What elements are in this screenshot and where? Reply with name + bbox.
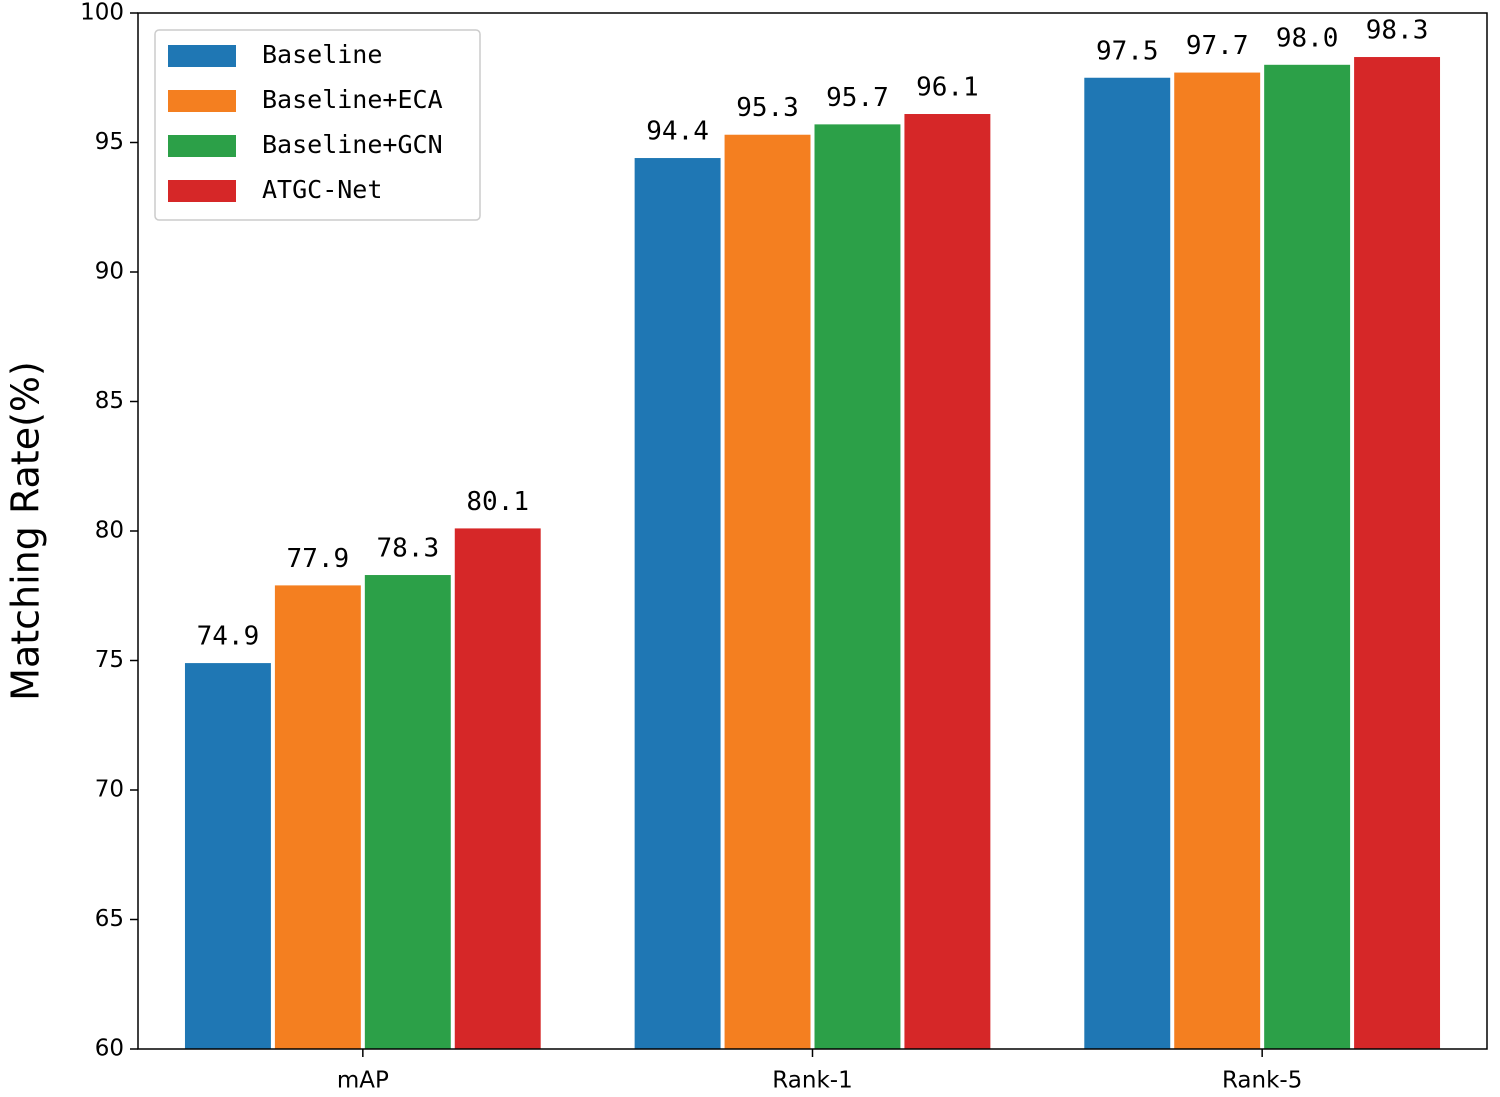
y-tick-label: 60: [95, 1036, 124, 1062]
plot-frame: [137, 12, 1488, 1050]
x-tick-label: Rank-1: [772, 1068, 852, 1094]
value-label: 77.9: [287, 544, 350, 574]
bar: [904, 114, 991, 1049]
legend-label: ATGC-Net: [262, 175, 382, 204]
legend-swatch: [168, 180, 236, 202]
bar: [724, 134, 811, 1050]
bar: [1354, 57, 1441, 1049]
value-label: 97.7: [1186, 31, 1249, 61]
x-tick-label: Rank-5: [1222, 1068, 1302, 1094]
y-tick-label: 90: [95, 259, 124, 285]
bar: [274, 585, 361, 1049]
bar: [1084, 77, 1171, 1049]
y-tick-label: 75: [95, 647, 124, 673]
bar: [634, 158, 721, 1050]
y-axis-label: Matching Rate(%): [4, 361, 48, 701]
legend-label: Baseline: [262, 40, 382, 69]
bar: [364, 575, 451, 1049]
y-tick-label: 80: [95, 518, 124, 544]
value-label: 96.1: [916, 73, 979, 103]
bar: [1174, 72, 1261, 1049]
value-label: 94.4: [646, 117, 709, 147]
value-label: 80.1: [466, 487, 529, 517]
y-tick-label: 70: [95, 777, 124, 803]
x-tick-label: mAP: [337, 1068, 389, 1094]
bar: [1264, 64, 1351, 1050]
value-label: 74.9: [197, 622, 260, 652]
legend-label: Baseline+ECA: [262, 85, 443, 114]
value-label: 78.3: [376, 534, 439, 564]
legend-swatch: [168, 135, 236, 157]
value-label: 95.3: [736, 93, 799, 123]
y-tick-label: 65: [95, 906, 124, 932]
value-label: 97.5: [1096, 36, 1159, 66]
value-label: 95.7: [826, 83, 889, 113]
bar: [454, 528, 541, 1049]
value-label: 98.0: [1276, 23, 1339, 53]
y-tick-label: 85: [95, 388, 124, 414]
bar: [814, 124, 901, 1050]
value-label: 98.3: [1366, 16, 1429, 46]
legend-label: Baseline+GCN: [262, 130, 443, 159]
y-tick-label: 100: [80, 0, 124, 26]
legend-swatch: [168, 90, 236, 112]
bar: [184, 663, 271, 1049]
y-tick-label: 95: [95, 129, 124, 155]
legend-swatch: [168, 45, 236, 67]
legend-box: [154, 29, 481, 221]
